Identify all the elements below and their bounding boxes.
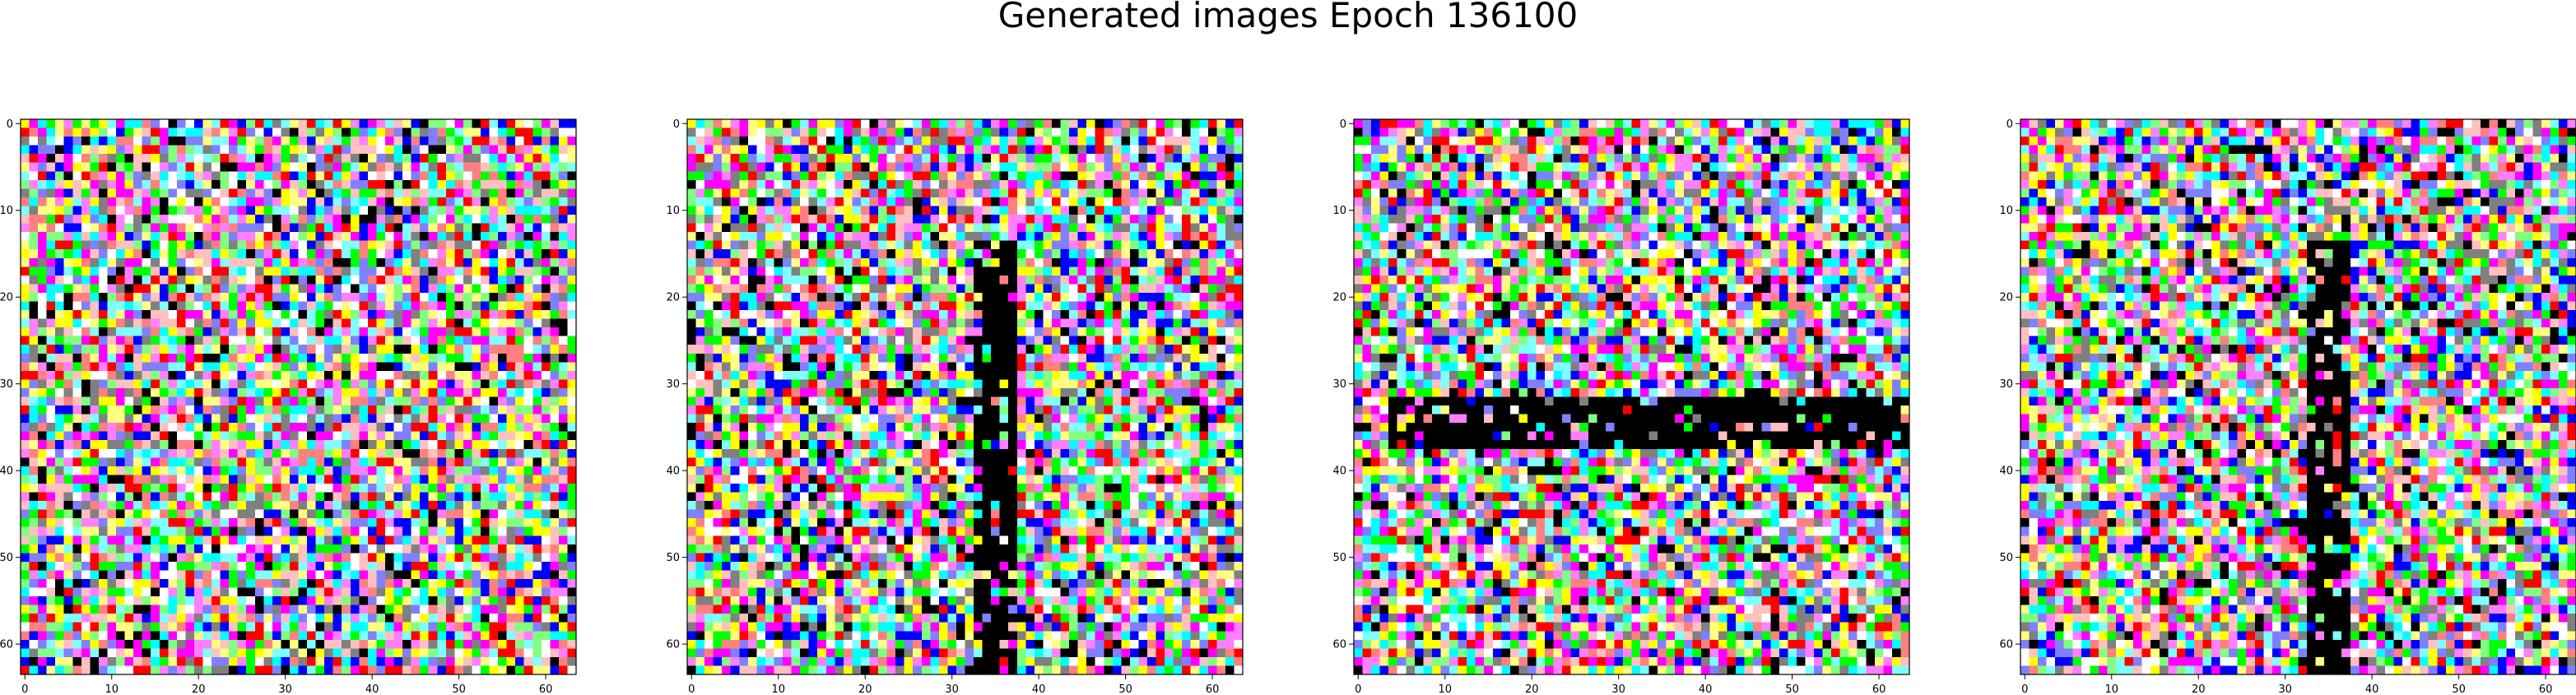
y-tick-label: 40	[1332, 466, 1346, 478]
x-tick-label: 20	[192, 683, 206, 695]
x-tick-label: 40	[1699, 683, 1713, 695]
x-tick-label: 30	[1611, 683, 1625, 695]
x-tick-label: 50	[1118, 683, 1132, 695]
x-tick-label: 60	[539, 683, 553, 695]
axes-frame	[686, 118, 1244, 675]
x-tick-label: 20	[2192, 683, 2206, 695]
x-tick-label: 40	[2365, 683, 2379, 695]
y-tick-label: 50	[0, 552, 13, 564]
x-tick-label: 50	[1785, 683, 1799, 695]
x-tick-label: 10	[105, 683, 119, 695]
x-tick-label: 50	[2452, 683, 2466, 695]
y-tick-label: 20	[666, 292, 680, 304]
x-tick-label: 30	[945, 683, 959, 695]
y-tick-label: 20	[1332, 292, 1346, 304]
y-tick-label: 60	[1999, 639, 2013, 651]
x-tick-label: 30	[2278, 683, 2292, 695]
x-tick-label: 10	[771, 683, 785, 695]
y-tick-label: 0	[1340, 118, 1346, 131]
y-tick-label: 60	[666, 639, 680, 651]
y-tick-label: 30	[0, 378, 13, 391]
x-tick-label: 0	[688, 683, 695, 695]
y-tick-label: 10	[1332, 205, 1346, 217]
y-tick-label: 0	[2006, 118, 2013, 131]
y-tick-label: 20	[1999, 292, 2013, 304]
image-panel-2: 0 10 20 30 40 50 60 0 10 20 30 40 50 60	[666, 118, 1244, 695]
pixel-image	[1354, 119, 1910, 675]
x-tick-label: 0	[2021, 683, 2028, 695]
x-tick-label: 60	[1206, 683, 1220, 695]
y-tick-label: 0	[673, 118, 680, 131]
y-tick-label: 30	[1999, 378, 2013, 391]
y-tick-label: 20	[0, 292, 13, 304]
pixel-image	[21, 119, 577, 675]
x-tick-label: 0	[21, 683, 28, 695]
y-tick-label: 0	[7, 118, 13, 131]
y-tick-label: 50	[666, 552, 680, 564]
axes-frame	[20, 118, 577, 675]
y-tick-label: 50	[1999, 552, 2013, 564]
x-tick-label: 40	[365, 683, 379, 695]
pixel-image	[687, 119, 1244, 675]
y-tick-label: 30	[666, 378, 680, 391]
pixel-image	[2020, 119, 2576, 675]
x-tick-label: 20	[858, 683, 872, 695]
y-tick-label: 30	[1332, 378, 1346, 391]
x-tick-label: 50	[452, 683, 466, 695]
x-tick-label: 20	[1525, 683, 1539, 695]
x-tick-label: 60	[2539, 683, 2553, 695]
image-panel-3: 0 10 20 30 40 50 60 0 10 20 30 40 50 60	[1332, 118, 1910, 695]
y-tick-label: 40	[666, 466, 680, 478]
image-panel-1: 0 10 20 30 40 50 60 0 10 20 30 40 50 60	[0, 118, 577, 695]
y-tick-label: 10	[1999, 205, 2013, 217]
y-tick-label: 10	[0, 205, 13, 217]
x-tick-label: 0	[1355, 683, 1361, 695]
y-tick-label: 60	[0, 639, 13, 651]
y-tick-label: 60	[1332, 639, 1346, 651]
x-tick-label: 10	[1438, 683, 1452, 695]
figure-title: Generated images Epoch 136100	[997, 0, 1579, 35]
y-tick-label: 10	[666, 205, 680, 217]
y-tick-label: 50	[1332, 552, 1346, 564]
image-panel-4: 0 10 20 30 40 50 60 0 10 20 30 40 50 60	[1999, 118, 2576, 695]
x-tick-label: 60	[1872, 683, 1886, 695]
y-tick-label: 40	[1999, 466, 2013, 478]
axes-frame	[2020, 118, 2576, 675]
x-tick-label: 40	[1032, 683, 1046, 695]
axes-frame	[1353, 118, 1910, 675]
x-tick-label: 10	[2104, 683, 2118, 695]
y-tick-label: 40	[0, 466, 13, 478]
x-tick-label: 30	[278, 683, 292, 695]
